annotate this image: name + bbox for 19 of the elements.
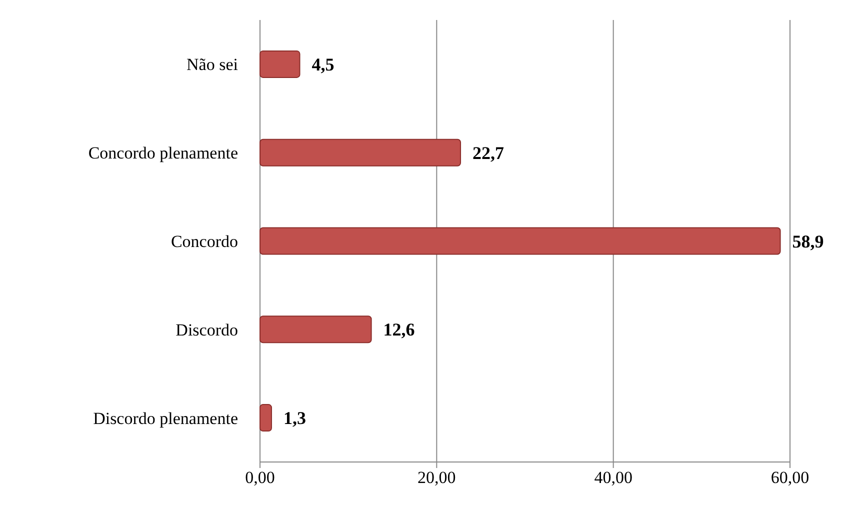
x-tick-label: 60,00 — [770, 468, 810, 488]
data-label: 58,9 — [792, 231, 824, 252]
x-tick-label: 0,00 — [245, 468, 275, 488]
bar — [260, 404, 272, 432]
data-label: 4,5 — [312, 54, 334, 74]
bar — [260, 138, 462, 166]
y-tick-label: Não sei — [186, 55, 238, 74]
data-label: 12,6 — [383, 320, 415, 340]
x-tick-label: 40,00 — [594, 468, 632, 488]
data-label: 22,7 — [472, 142, 504, 163]
y-tick-label: Concordo — [170, 232, 238, 251]
y-tick-label: Discordo plenamente — [93, 408, 238, 428]
bar — [260, 50, 300, 78]
y-tick-label: Concordo plenamente — [88, 144, 238, 163]
bar — [260, 227, 781, 255]
bar — [260, 316, 372, 344]
data-label: 1,3 — [283, 408, 306, 428]
x-tick-label: 20,00 — [418, 468, 456, 488]
y-tick-label: Discordo — [176, 320, 238, 340]
